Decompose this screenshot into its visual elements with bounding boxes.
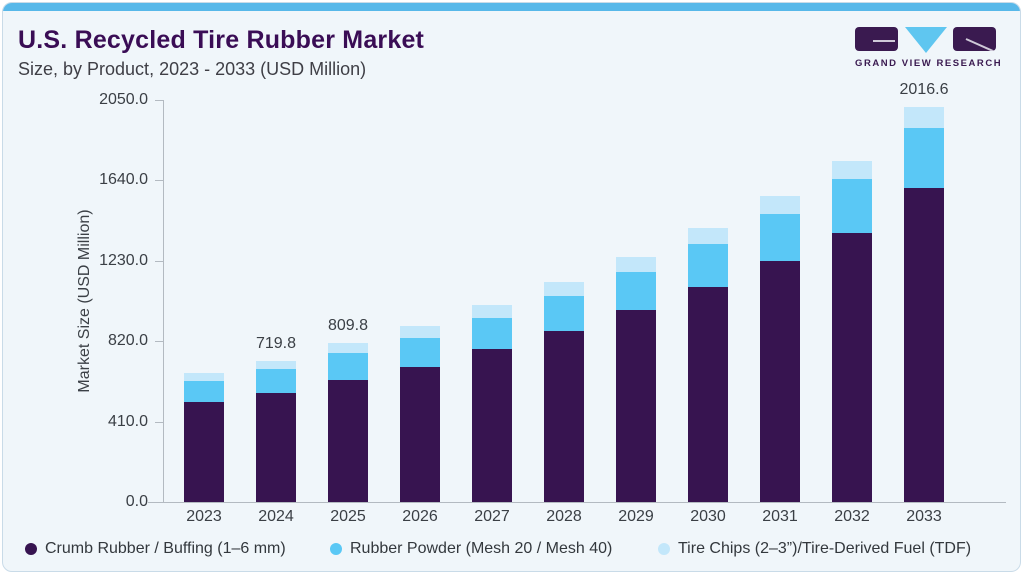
legend-item-crumb-rubber: Crumb Rubber / Buffing (1–6 mm) (25, 539, 286, 559)
x-tick-label: 2032 (834, 508, 870, 525)
logo-g-detail (873, 40, 896, 43)
page-subtitle: Size, by Product, 2023 - 2033 (USD Milli… (18, 59, 367, 79)
logo-r-icon (953, 27, 996, 51)
brand-logo: GRAND VIEW RESEARCH (855, 27, 1003, 69)
bar-segment-crumb-rubber (688, 286, 728, 502)
y-axis-title: Market Size (USD Million) (76, 209, 93, 393)
logo-g-icon (855, 27, 898, 51)
x-tick-label: 2029 (618, 508, 654, 525)
x-tick-label: 2027 (474, 508, 510, 525)
y-tick-mark (155, 341, 163, 343)
bar-segment-crumb-rubber (256, 393, 296, 502)
x-axis-line (148, 502, 1006, 503)
bar-segment-rubber-powder (760, 213, 800, 262)
bar-segment-rubber-powder (544, 295, 584, 331)
x-tick-label: 2024 (258, 508, 294, 525)
legend-label: Tire Chips (2–3”)/Tire-Derived Fuel (TDF… (678, 540, 972, 557)
bar-segment-tire-chips (904, 106, 944, 129)
bar-value-label: 809.8 (327, 317, 369, 335)
legend-label: Rubber Powder (Mesh 20 / Mesh 40) (350, 540, 613, 557)
bar-segment-rubber-powder (472, 317, 512, 350)
bar-segment-rubber-powder (616, 272, 656, 311)
bar-segment-tire-chips (328, 343, 368, 354)
bar-segment-crumb-rubber (832, 233, 872, 502)
bar-segment-crumb-rubber (400, 367, 440, 502)
y-tick-label: 1640.0 (99, 171, 148, 189)
bar-segment-crumb-rubber (472, 349, 512, 502)
bar-segment-crumb-rubber (184, 401, 224, 502)
bar-segment-rubber-powder (688, 244, 728, 287)
legend-dot-icon (25, 543, 37, 555)
bar-segment-tire-chips (688, 227, 728, 245)
logo-v-triangle-icon (904, 27, 947, 53)
bar-segment-rubber-powder (328, 353, 368, 381)
bar-value-label: 2016.6 (899, 80, 949, 98)
bar-segment-rubber-powder (400, 338, 440, 368)
y-tick-label: 0.0 (125, 493, 148, 510)
bar-segment-rubber-powder (904, 128, 944, 189)
bar-segment-crumb-rubber (616, 310, 656, 502)
bar-segment-tire-chips (544, 282, 584, 296)
bar-segment-crumb-rubber (760, 261, 800, 502)
bar-segment-tire-chips (472, 304, 512, 318)
legend-label: Crumb Rubber / Buffing (1–6 mm) (45, 540, 286, 557)
y-tick-label: 820.0 (107, 332, 148, 350)
bar-segment-tire-chips (832, 160, 872, 179)
chart-legend: Crumb Rubber / Buffing (1–6 mm) Rubber Po… (0, 539, 1025, 559)
legend-dot-icon (658, 543, 670, 555)
bar-segment-rubber-powder (184, 380, 224, 402)
bar-value-label: 719.8 (255, 334, 297, 352)
x-tick-label: 2026 (402, 508, 438, 525)
y-axis-line (163, 100, 164, 503)
legend-item-rubber-powder: Rubber Powder (Mesh 20 / Mesh 40) (330, 539, 612, 559)
brand-name: GRAND VIEW RESEARCH (855, 58, 1003, 69)
y-tick-mark (155, 502, 163, 503)
bar-segment-tire-chips (760, 196, 800, 214)
page-title: U.S. Recycled Tire Rubber Market (18, 26, 425, 54)
x-tick-label: 2033 (906, 508, 942, 525)
y-tick-label: 1230.0 (99, 251, 148, 269)
bar-segment-tire-chips (184, 373, 224, 381)
x-tick-label: 2023 (186, 508, 222, 525)
y-tick-label: 2050.0 (99, 91, 148, 108)
x-tick-label: 2028 (546, 508, 582, 525)
accent-strip (3, 3, 1020, 11)
bar-segment-tire-chips (616, 257, 656, 273)
y-tick-mark (155, 100, 163, 101)
bar-segment-rubber-powder (832, 178, 872, 234)
x-tick-label: 2030 (690, 508, 726, 525)
y-tick-mark (155, 260, 163, 262)
bar-segment-tire-chips (400, 325, 440, 339)
logo-glyphs (855, 27, 996, 53)
bar-segment-crumb-rubber (544, 330, 584, 502)
legend-item-tire-chips: Tire Chips (2–3”)/Tire-Derived Fuel (TDF… (658, 539, 971, 559)
bar-segment-tire-chips (256, 360, 296, 370)
x-tick-label: 2025 (330, 508, 366, 525)
x-tick-label: 2031 (762, 508, 798, 525)
bar-segment-rubber-powder (256, 369, 296, 394)
bar-segment-crumb-rubber (904, 188, 944, 502)
y-tick-label: 410.0 (107, 412, 148, 430)
bar-segment-crumb-rubber (328, 380, 368, 502)
y-tick-mark (155, 421, 163, 423)
y-tick-mark (155, 180, 163, 182)
legend-dot-icon (330, 543, 342, 555)
